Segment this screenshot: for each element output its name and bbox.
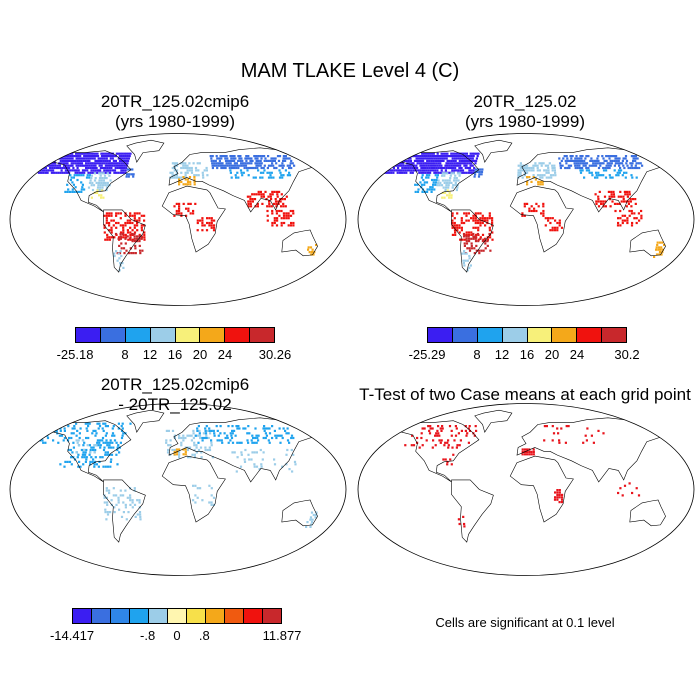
panel-2-title: 20TR_125.02 (yrs 1980-1999) — [370, 92, 680, 132]
colorbar-3-label: 11.877 — [262, 628, 302, 643]
colorbar-3-label: -.8 — [140, 628, 156, 643]
colorbar-2-swatch — [527, 328, 553, 342]
colorbar-1-swatch — [250, 328, 274, 342]
map-panel-1 — [9, 133, 347, 306]
coastline — [168, 147, 321, 213]
colorbar-2-label: 30.2 — [614, 347, 640, 362]
map-border — [9, 403, 347, 576]
colorbar-1-swatch — [200, 328, 226, 342]
coastline — [281, 229, 318, 257]
coastline — [516, 147, 669, 213]
coastline — [168, 417, 321, 483]
panel-1-title: 20TR_125.02cmip6 (yrs 1980-1999) — [20, 92, 330, 132]
colorbar-1-swatch — [100, 328, 126, 342]
panel-2-title-line1: 20TR_125.02 — [473, 92, 577, 111]
colorbar-2-swatch — [577, 328, 603, 342]
coastline — [161, 455, 226, 523]
colorbar-2-swatch — [552, 328, 578, 342]
colorbar-2-swatch — [428, 328, 453, 342]
colorbar-2-label: 20 — [544, 347, 560, 362]
colorbar-3-swatch — [73, 609, 92, 623]
coastline — [42, 150, 132, 213]
coastline — [126, 409, 165, 433]
colorbar-1-swatch — [76, 328, 101, 342]
map-border — [9, 133, 347, 306]
colorbar-3-swatch — [168, 609, 187, 623]
colorbar-3-swatch — [149, 609, 168, 623]
colorbar-3-swatch — [244, 609, 263, 623]
coastline — [474, 139, 513, 163]
coastline — [509, 185, 574, 253]
map-panel-2 — [357, 133, 695, 306]
colorbar-1-boxes — [75, 327, 275, 343]
colorbar-1-swatch — [125, 328, 151, 342]
map-border — [357, 133, 695, 306]
colorbar-1-swatch — [175, 328, 201, 342]
coastline — [126, 139, 165, 163]
coastline — [516, 417, 669, 483]
colorbar-3-label: -14.417 — [49, 628, 95, 643]
colorbar-2-boxes — [427, 327, 627, 343]
colorbar-3-swatch — [187, 609, 206, 623]
colorbar-1-swatch — [150, 328, 176, 342]
colorbar-2-label: 8 — [473, 347, 481, 362]
coastline — [390, 420, 480, 483]
colorbar-2-label: 16 — [519, 347, 535, 362]
panel-1-title-line1: 20TR_125.02cmip6 — [100, 92, 250, 111]
coastline — [474, 409, 513, 433]
panel-3-title: 20TR_125.02cmip6 - 20TR_125.02 — [20, 375, 330, 415]
colorbar-3-swatch — [111, 609, 130, 623]
colorbar-1-label: 24 — [217, 347, 233, 362]
coastline — [103, 479, 146, 543]
map-data-cells — [383, 139, 669, 273]
map-panel-4 — [357, 403, 695, 576]
colorbar-2-label: -25.29 — [408, 347, 446, 362]
figure-title: MAM TLAKE Level 4 (C) — [240, 60, 460, 82]
colorbar-3-swatch — [206, 609, 225, 623]
panel-3-title-line1: 20TR_125.02cmip6 — [100, 375, 250, 394]
colorbar-3-boxes — [72, 608, 282, 624]
colorbar-1-label: 20 — [192, 347, 208, 362]
colorbar-2-swatch — [477, 328, 503, 342]
colorbar-2-swatch — [452, 328, 478, 342]
map-data-cells — [37, 139, 321, 273]
panel-1-title-line2: (yrs 1980-1999) — [114, 112, 235, 131]
colorbar-3-swatch — [92, 609, 111, 623]
colorbar-1-label: -25.18 — [56, 347, 94, 362]
colorbar-3-label: .8 — [198, 628, 210, 643]
coastline — [451, 209, 494, 273]
colorbar-1-label: 8 — [121, 347, 129, 362]
coastline — [629, 499, 666, 527]
colorbar-3-label: 0 — [173, 628, 181, 643]
coastline — [42, 420, 132, 483]
colorbar-1-label: 16 — [167, 347, 183, 362]
colorbar-2-swatch — [502, 328, 528, 342]
panel-2-title-line2: (yrs 1980-1999) — [464, 112, 585, 131]
significance-note: Cells are significant at 0.1 level — [435, 615, 615, 630]
map-data-cells — [38, 409, 321, 543]
colorbar-1-label: 30.26 — [258, 347, 292, 362]
colorbar-1-swatch — [225, 328, 251, 342]
coastline — [161, 185, 226, 253]
colorbar-3-swatch — [263, 609, 281, 623]
coastline — [103, 209, 146, 273]
map-panel-3 — [9, 403, 347, 576]
coastline — [629, 229, 666, 257]
coastline — [451, 479, 494, 543]
panel-4-title: T-Test of two Case means at each grid po… — [359, 385, 691, 404]
colorbar-2-label: 24 — [569, 347, 585, 362]
colorbar-3-swatch — [225, 609, 244, 623]
map-data-cells — [390, 409, 669, 543]
coastline — [509, 455, 574, 523]
coastline — [390, 150, 480, 213]
colorbar-1-label: 12 — [142, 347, 158, 362]
colorbar-3-swatch — [130, 609, 149, 623]
coastline — [281, 499, 318, 527]
colorbar-2-label: 12 — [494, 347, 510, 362]
colorbar-2-swatch — [602, 328, 626, 342]
map-border — [357, 403, 695, 576]
panel-3-title-line2: - 20TR_125.02 — [118, 395, 232, 414]
